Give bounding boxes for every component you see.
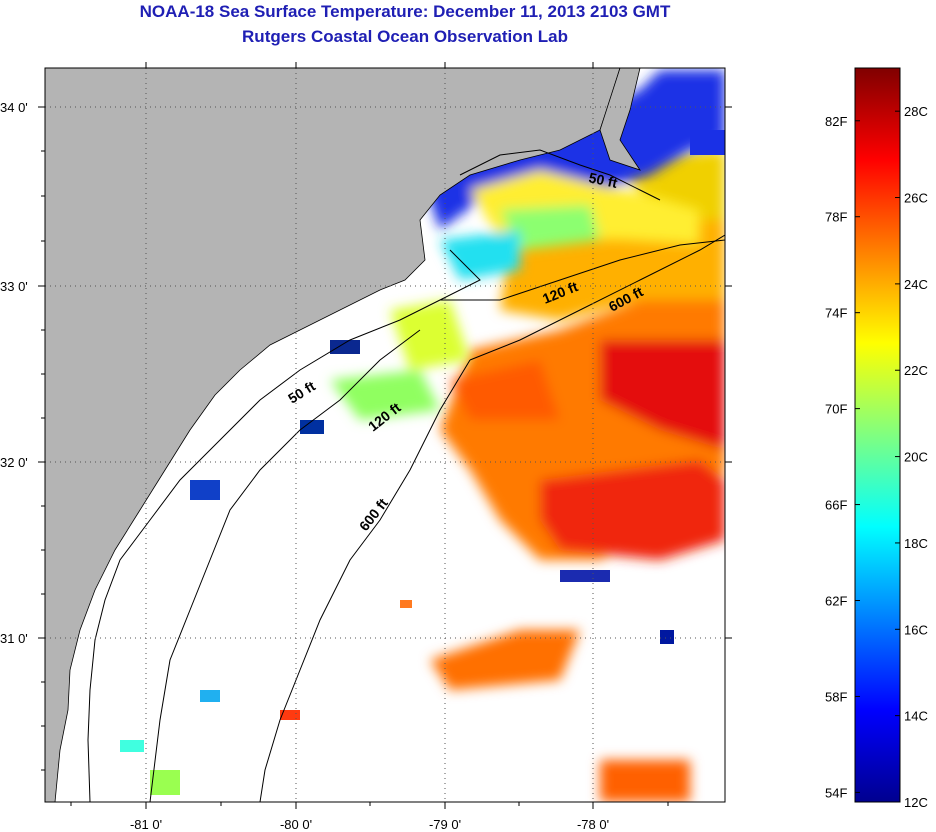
colorbar-label-f: 70F bbox=[825, 402, 847, 417]
colorbar-label-c: 20C bbox=[904, 450, 928, 465]
colorbar-label-c: 16C bbox=[904, 622, 928, 637]
lon-label-78: -78 0' bbox=[577, 817, 609, 832]
colorbar-label-f: 74F bbox=[825, 306, 847, 321]
colorbar-label-c: 18C bbox=[904, 536, 928, 551]
colorbar-label-f: 82F bbox=[825, 114, 847, 129]
contour-label-50-ft-north: 50 ft bbox=[587, 169, 619, 191]
map-ticks bbox=[38, 62, 732, 809]
colorbar-label-f: 78F bbox=[825, 210, 847, 225]
sst-field-cool bbox=[330, 70, 725, 420]
colorbar-label-c: 26C bbox=[904, 191, 928, 206]
lon-label-81: -81 0' bbox=[130, 817, 162, 832]
colorbar-label-f: 58F bbox=[825, 689, 847, 704]
lat-label-34: 34 0' bbox=[0, 100, 28, 115]
colorbar-label-c: 12C bbox=[904, 795, 928, 810]
lon-label-80: -80 0' bbox=[280, 817, 312, 832]
isobath-lines bbox=[87, 149, 725, 802]
colorbar-label-f: 62F bbox=[825, 594, 847, 609]
colorbar-gradient bbox=[854, 67, 901, 803]
lon-label-79: -79 0' bbox=[429, 817, 461, 832]
colorbar-label-c: 14C bbox=[904, 709, 928, 724]
chart-subtitle: Rutgers Coastal Ocean Observation Lab bbox=[242, 27, 568, 46]
land-peninsula bbox=[599, 68, 641, 171]
colorbar-label-c: 28C bbox=[904, 104, 928, 119]
graticule bbox=[45, 68, 725, 802]
map-frame bbox=[44, 67, 726, 803]
colorbar-label-f: 54F bbox=[825, 785, 847, 800]
lat-label-31: 31 0' bbox=[0, 631, 28, 646]
colorbar-label-c: 24C bbox=[904, 277, 928, 292]
lat-label-33: 33 0' bbox=[0, 279, 28, 294]
lat-label-32: 32 0' bbox=[0, 455, 28, 470]
colorbar-label-f: 66F bbox=[825, 498, 847, 513]
chart-title: NOAA-18 Sea Surface Temperature: Decembe… bbox=[139, 2, 671, 21]
colorbar-label-c: 22C bbox=[904, 363, 928, 378]
land-mass bbox=[45, 68, 621, 802]
